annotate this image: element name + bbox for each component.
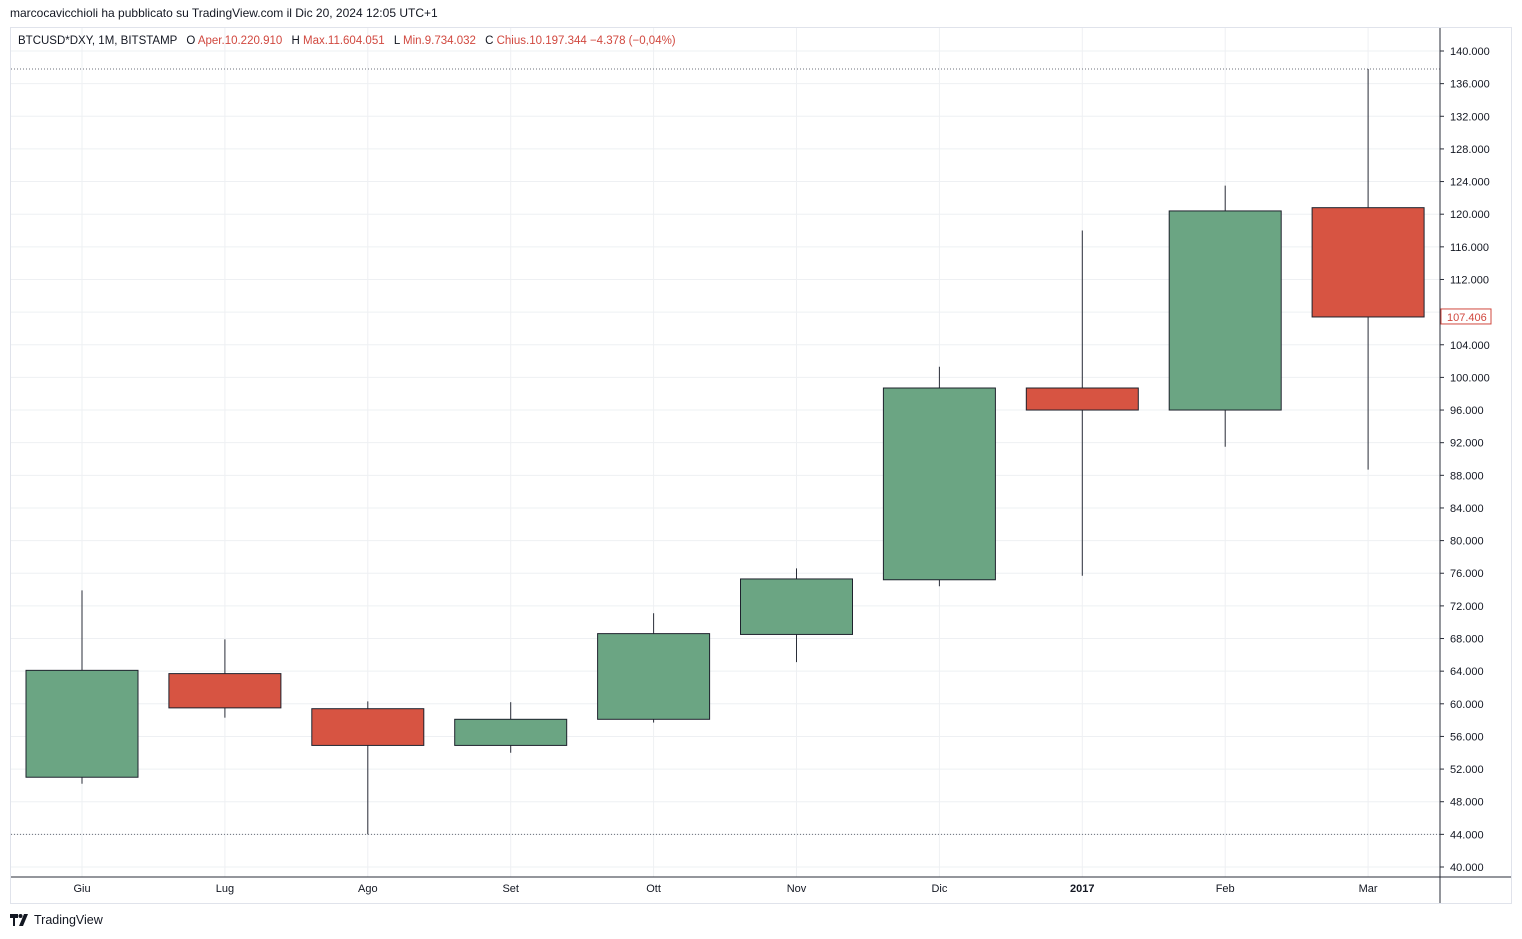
y-tick-label: 64.000 [1450,666,1484,678]
last-price-tag [1440,308,1492,325]
low-label: L [393,35,400,47]
y-tick-label: 60.000 [1450,699,1484,711]
x-tick-label: Mar [1359,883,1378,895]
y-tick-label: 120.000 [1450,209,1490,221]
dotted-level-lines [11,68,1440,835]
change-value: −4.378 (−0,04%) [589,35,676,47]
y-tick-label: 140.000 [1450,46,1490,58]
chart-frame [10,27,1512,904]
symbol-name[interactable]: BTCUSD*DXY, 1M, BITSTAMP [18,35,178,47]
y-tick-label: 116.000 [1450,242,1489,254]
y-tick-label: 124.000 [1450,177,1490,189]
publisher-caption: marcocavicchioli ha pubblicato su Tradin… [10,6,438,20]
y-tick-label: 68.000 [1450,634,1484,646]
open-label: O [186,35,196,47]
candle-body-down[interactable] [1025,387,1139,411]
axes: 140.000 136.000 132.000 128.000 124.000 120.0… [11,28,1511,903]
x-tick-label: Ago [358,883,378,895]
y-tick-label: 104.000 [1450,340,1490,352]
open-value: Aper.10.220.910 [197,35,283,47]
y-tick-label: 96.000 [1450,405,1484,417]
low-value: Min.9.734.032 [403,35,476,47]
y-tick-label: 132.000 [1450,111,1490,123]
candle-body-down[interactable] [1311,207,1425,318]
footer-brand[interactable]: TradingView [10,913,103,927]
candle-body-up[interactable] [597,633,711,720]
y-tick-label: 40.000 [1450,862,1484,874]
footer-brand-label: TradingView [34,913,103,927]
y-tick-label: 88.000 [1450,470,1484,482]
symbol-legend: BTCUSD*DXY, 1M, BITSTAMP O Aper.10.220.9… [18,35,676,47]
x-tick-label: Set [502,883,519,895]
x-tick-label: Ott [646,883,661,895]
y-tick-label: 52.000 [1450,764,1484,776]
x-tick-label: Nov [787,883,807,895]
x-tick-label: Lug [216,883,234,895]
x-tick-label: Dic [931,883,947,895]
candle-body-up[interactable] [882,387,996,581]
candle-body-up[interactable] [25,669,139,778]
candles [25,68,1425,835]
y-tick-label: 44.000 [1450,829,1484,841]
y-tick-label: 100.000 [1450,372,1490,384]
x-tick-label: Feb [1216,883,1235,895]
x-tick-label: 2017 [1070,883,1094,895]
candle-body-up[interactable] [454,718,568,746]
x-tick-label: Giu [73,883,90,895]
y-tick-label: 72.000 [1450,601,1484,613]
candle-body-down[interactable] [168,673,282,709]
y-tick-label: 84.000 [1450,503,1484,515]
close-label: C [485,35,494,47]
candle-body-down[interactable] [311,708,425,746]
candle-body-up[interactable] [1168,210,1282,411]
y-tick-label: 92.000 [1450,438,1484,450]
close-value: Chius.10.197.344 [496,35,587,47]
y-tick-label: 48.000 [1450,797,1484,809]
y-tick-label: 112.000 [1450,274,1489,286]
grid-lines [11,28,1440,877]
high-value: Max.11.604.051 [302,35,385,47]
y-tick-label: 56.000 [1450,731,1484,743]
y-tick-label: 76.000 [1450,568,1484,580]
y-tick-label: 80.000 [1450,536,1484,548]
y-tick-label: 136.000 [1450,79,1490,91]
tradingview-logo-icon [10,914,28,926]
last-price-label: 107.406 [1447,312,1487,324]
high-label: H [291,35,300,47]
y-tick-label: 128.000 [1450,144,1490,156]
candle-body-up[interactable] [740,578,853,635]
